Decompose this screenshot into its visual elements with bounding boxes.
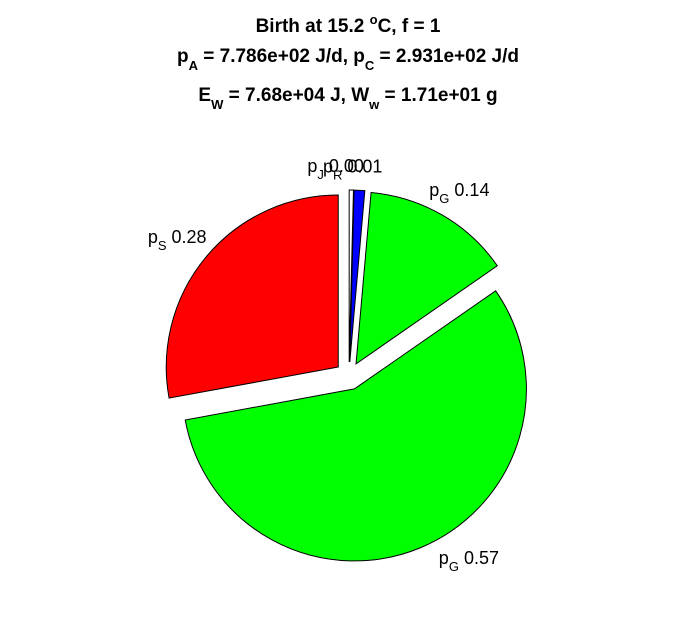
chart-title-part: C (365, 58, 375, 73)
chart-title-part: = 1.71e+01 g (379, 85, 497, 106)
chart-title-part: W (211, 97, 224, 112)
chart-title-part: Birth at 15.2 (256, 16, 370, 37)
chart-title: Birth at 15.2 oC, f = 1 pA = 7.786e+02 J/… (177, 12, 519, 112)
chart-title-part: A (189, 58, 199, 73)
pie-slice (348, 189, 354, 363)
pie-slice-label: pG 0.57 (439, 548, 499, 574)
chart-title-part: E (198, 85, 211, 106)
chart-title-line: Birth at 15.2 oC, f = 1 (256, 12, 441, 37)
chart-title-part: = 2.931e+02 J/d (374, 46, 519, 67)
chart-title-part: w (368, 97, 380, 112)
pie-slice (349, 189, 366, 363)
chart-title-part: p (177, 46, 189, 67)
chart-title-part: = 7.68e+04 J, W (223, 85, 369, 106)
pie-slice-label: pG 0.14 (429, 180, 489, 206)
chart-title-part: = 7.786e+02 J/d, p (198, 46, 365, 67)
pie-slice (355, 192, 498, 365)
pie-slices (165, 189, 527, 562)
chart-title-part: C, f = 1 (378, 16, 441, 37)
chart-title-line: EW = 7.68e+04 J, Ww = 1.71e+01 g (198, 85, 497, 112)
chart-title-line: pA = 7.786e+02 J/d, pC = 2.931e+02 J/d (177, 46, 519, 73)
chart-title-part: o (370, 12, 378, 27)
pie-slice-label: pR 0.01 (323, 156, 382, 182)
pie-slice-label: pS 0.28 (148, 227, 207, 253)
pie-slice-label: pJ 0.00 (307, 156, 364, 182)
pie-slice (184, 290, 527, 562)
pie-slice (165, 194, 339, 399)
